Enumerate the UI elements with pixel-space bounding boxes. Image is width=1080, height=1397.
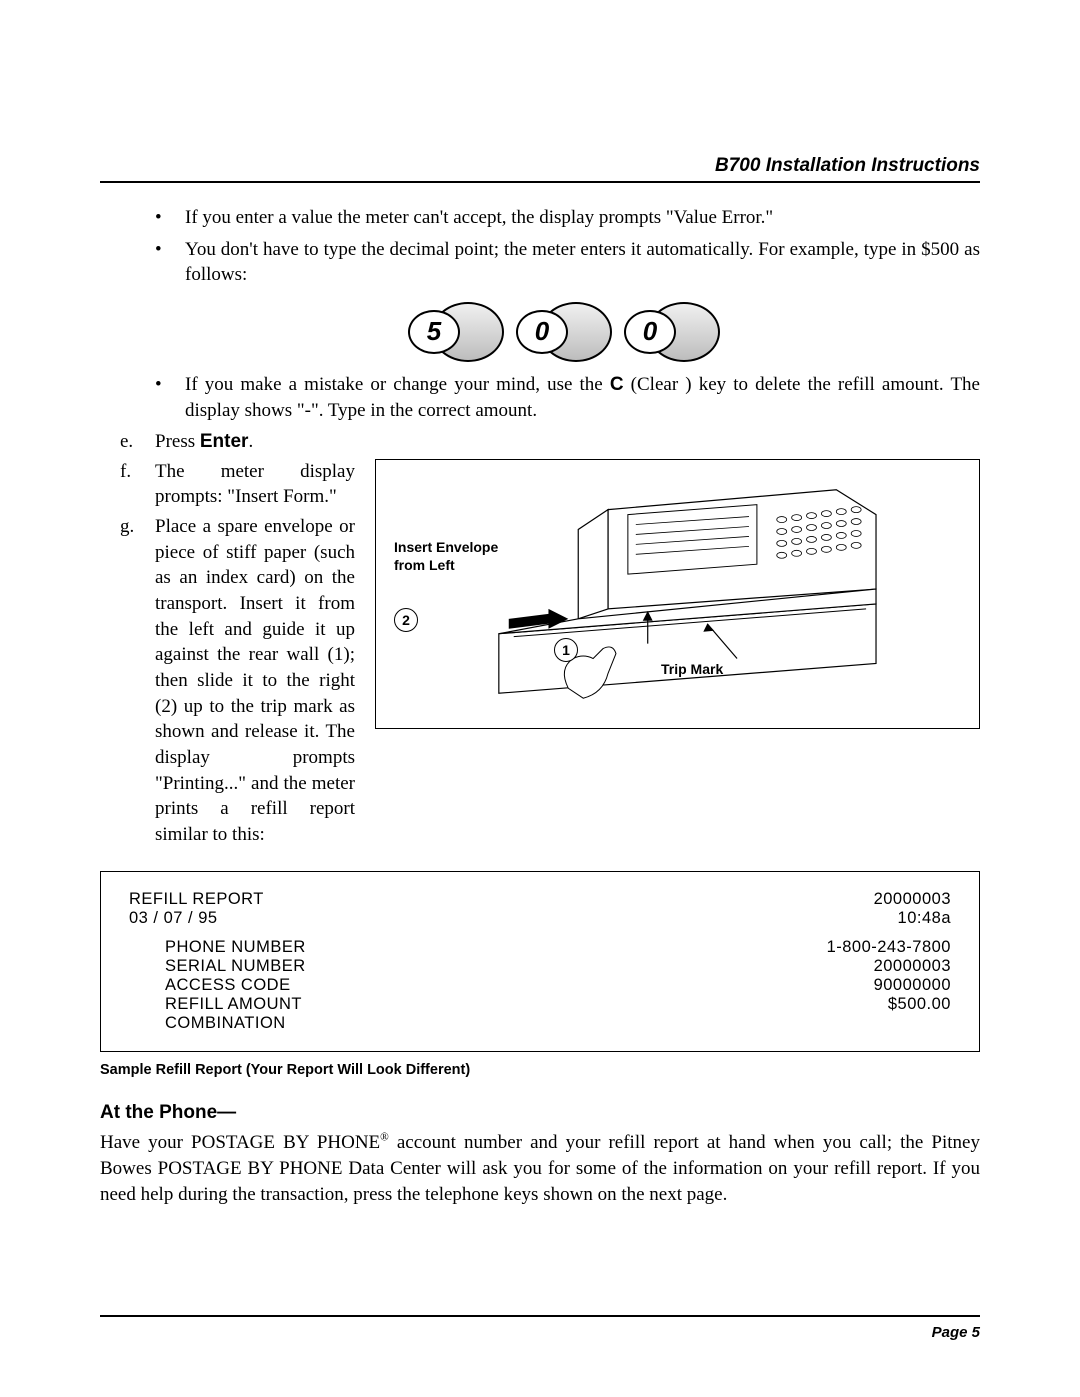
report-row-phone: PHONE NUMBER 1-800-243-7800	[129, 938, 951, 957]
enter-key-label: Enter	[200, 431, 249, 452]
report-row-title: REFILL REPORT 20000003	[129, 890, 951, 909]
step-e-marker: e.	[120, 429, 133, 455]
refill-val: $500.00	[888, 995, 951, 1014]
marker-1-text: 1	[562, 642, 570, 658]
marker-2-circle: 2	[394, 608, 418, 632]
report-date: 03 / 07 / 95	[129, 909, 218, 928]
serial-label: SERIAL NUMBER	[165, 957, 306, 976]
key-buttons-row: 5 0 0	[100, 302, 980, 358]
report-row-combo: COMBINATION	[129, 1014, 951, 1033]
marker-2-text: 2	[402, 612, 410, 628]
page-content: If you enter a value the meter can't acc…	[100, 205, 980, 1207]
figure-col: Insert Envelope from Left 2 1 Trip Mark	[375, 459, 980, 729]
step-g-text: Place a spare envelope or piece of stiff…	[155, 516, 355, 845]
step-g: g. Place a spare envelope or piece of st…	[120, 514, 355, 847]
para-pre: Have your POSTAGE BY PHONE	[100, 1132, 380, 1153]
insert-envelope-label: Insert Envelope from Left	[394, 538, 498, 574]
trip-mark-label: Trip Mark	[661, 660, 723, 678]
meter-svg	[376, 460, 979, 728]
footer-rule	[100, 1315, 980, 1317]
phone-val: 1-800-243-7800	[827, 938, 951, 957]
report-row-refill: REFILL AMOUNT $500.00	[129, 995, 951, 1014]
bullet-2: You don't have to type the decimal point…	[155, 237, 980, 288]
report-title: REFILL REPORT	[129, 890, 264, 909]
report-row-serial: SERIAL NUMBER 20000003	[129, 957, 951, 976]
registered-mark: ®	[380, 1132, 389, 1144]
insert-l2: from Left	[394, 557, 455, 573]
report-caption: Sample Refill Report (Your Report Will L…	[100, 1062, 980, 1078]
key-0-button-a: 0	[506, 302, 574, 358]
marker-1-circle: 1	[554, 638, 578, 662]
access-label: ACCESS CODE	[165, 976, 291, 995]
phone-label: PHONE NUMBER	[165, 938, 306, 957]
report-id: 20000003	[874, 890, 951, 909]
key-0a-label: 0	[516, 310, 568, 354]
bullet-list-2: If you make a mistake or change your min…	[155, 372, 980, 423]
step-e-pre: Press	[155, 431, 200, 452]
insert-l1: Insert Envelope	[394, 539, 498, 555]
report-row-access: ACCESS CODE 90000000	[129, 976, 951, 995]
report-time: 10:48a	[898, 909, 951, 928]
combo-label: COMBINATION	[165, 1014, 286, 1033]
refill-report-box: REFILL REPORT 20000003 03 / 07 / 95 10:4…	[100, 871, 980, 1052]
bullet-3-pre: If you make a mistake or change your min…	[185, 374, 610, 395]
meter-illustration: Insert Envelope from Left 2 1 Trip Mark	[375, 459, 980, 729]
step-e: e. Press Enter.	[120, 429, 980, 455]
bullet-3: If you make a mistake or change your min…	[155, 372, 980, 423]
page-header: B700 Installation Instructions	[100, 155, 980, 183]
step-f-marker: f.	[120, 459, 131, 485]
steps-with-figure: f. The meter display prompts: "Insert Fo…	[120, 459, 980, 852]
key-0b-label: 0	[624, 310, 676, 354]
step-f: f. The meter display prompts: "Insert Fo…	[120, 459, 355, 510]
lettered-steps: e. Press Enter. f. The meter display pro…	[120, 429, 980, 851]
c-key-label: C	[610, 374, 624, 395]
key-5-button: 5	[398, 302, 466, 358]
key-5-label: 5	[408, 310, 460, 354]
bullet-1: If you enter a value the meter can't acc…	[155, 205, 980, 231]
access-val: 90000000	[874, 976, 951, 995]
serial-val: 20000003	[874, 957, 951, 976]
page-number: Page 5	[932, 1324, 980, 1341]
section-heading: At the Phone—	[100, 1102, 980, 1124]
steps-left-col: f. The meter display prompts: "Insert Fo…	[120, 459, 355, 852]
report-row-date: 03 / 07 / 95 10:48a	[129, 909, 951, 928]
refill-label: REFILL AMOUNT	[165, 995, 302, 1014]
bullet-list-1: If you enter a value the meter can't acc…	[155, 205, 980, 288]
key-0-button-b: 0	[614, 302, 682, 358]
phone-paragraph: Have your POSTAGE BY PHONE® account numb…	[100, 1130, 980, 1207]
step-g-marker: g.	[120, 514, 134, 540]
document-page: B700 Installation Instructions If you en…	[0, 0, 1080, 1397]
header-title: B700 Installation Instructions	[715, 155, 980, 176]
step-e-post: .	[248, 431, 253, 452]
step-f-text: The meter display prompts: "Insert Form.…	[155, 461, 355, 508]
